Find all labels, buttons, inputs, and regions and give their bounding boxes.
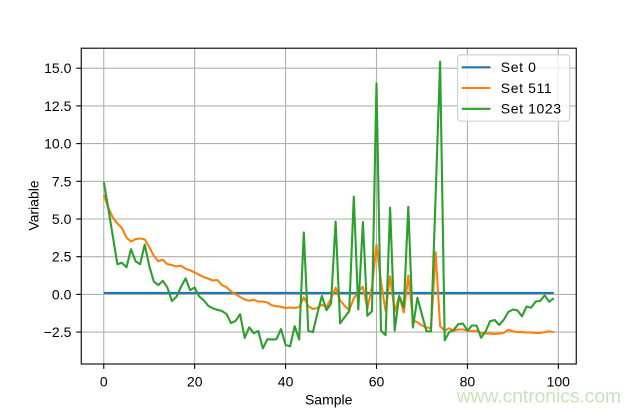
svg-text:80: 80 xyxy=(460,374,476,390)
svg-text:2.5: 2.5 xyxy=(52,249,72,265)
svg-text:−2.5: −2.5 xyxy=(44,324,72,340)
svg-text:Variable: Variable xyxy=(25,180,41,231)
svg-text:5.0: 5.0 xyxy=(52,211,72,227)
svg-text:7.5: 7.5 xyxy=(52,173,72,189)
svg-text:100: 100 xyxy=(547,374,571,390)
svg-text:Set 511: Set 511 xyxy=(501,80,552,96)
svg-text:12.5: 12.5 xyxy=(44,98,71,114)
svg-text:0: 0 xyxy=(100,374,108,390)
svg-text:40: 40 xyxy=(278,374,294,390)
svg-text:15.0: 15.0 xyxy=(44,60,71,76)
svg-text:10.0: 10.0 xyxy=(44,136,71,152)
svg-text:60: 60 xyxy=(369,374,385,390)
svg-text:Sample: Sample xyxy=(305,392,353,408)
svg-text:Set 0: Set 0 xyxy=(501,59,537,75)
svg-text:0.0: 0.0 xyxy=(52,286,72,302)
svg-text:20: 20 xyxy=(187,374,203,390)
svg-text:www.cntronics.com: www.cntronics.com xyxy=(456,387,621,408)
svg-text:Set 1023: Set 1023 xyxy=(501,101,562,117)
